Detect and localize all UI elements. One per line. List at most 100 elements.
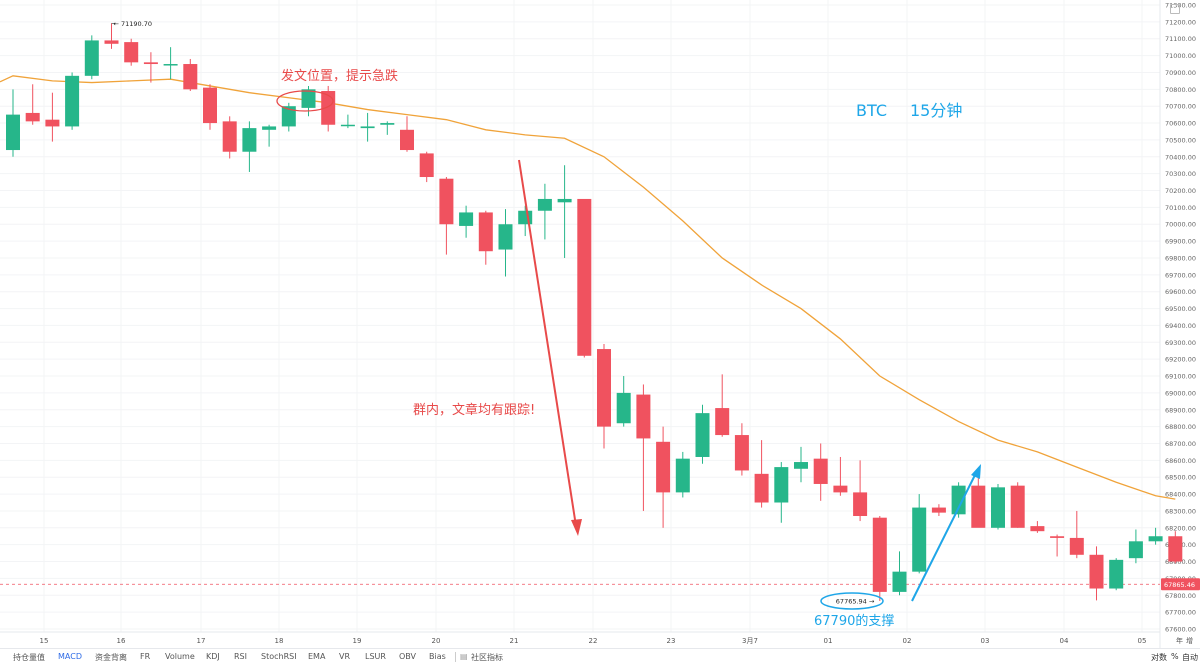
candle (1128, 529, 1143, 564)
candle-body (813, 458, 828, 484)
indicator-volume[interactable]: Volume (165, 652, 195, 661)
candle-body (518, 210, 533, 225)
candle-body (1168, 536, 1183, 562)
indicator-bias[interactable]: Bias (429, 652, 446, 661)
candle (675, 451, 690, 498)
candle (537, 183, 552, 240)
candle-body (222, 121, 237, 152)
candle (242, 121, 257, 172)
indicator-rsi[interactable]: RSI (234, 652, 247, 661)
candle-body (6, 114, 20, 151)
candle (853, 460, 868, 522)
axis-unit-label: 增 (1186, 636, 1193, 645)
candle (813, 443, 828, 501)
percent-toggle[interactable]: % (1171, 652, 1179, 661)
indicator-community[interactable]: 社区指标 (471, 653, 503, 662)
candle-body (971, 485, 986, 528)
x-tick-label: 20 (432, 637, 441, 645)
candle-body (262, 126, 277, 130)
y-tick-label: 68600.00 (1165, 457, 1196, 465)
candle (84, 35, 99, 80)
y-tick-label: 70100.00 (1165, 204, 1196, 212)
candle (163, 47, 178, 80)
candle-body (340, 124, 355, 127)
indicator-oi[interactable]: 持仓量值 (13, 653, 45, 662)
y-tick-label: 69900.00 (1165, 238, 1196, 246)
candle-body (1089, 554, 1104, 589)
candle-body (242, 128, 257, 152)
candle (340, 114, 355, 129)
low-marker-label: 67765.94 → (836, 598, 875, 606)
candle (991, 483, 1005, 530)
candle (1089, 546, 1104, 601)
timeframe-label: 15分钟 (910, 101, 962, 120)
chart-canvas[interactable]: 71300.00 71200.00 71100.00 71000.00 70900.00… (0, 0, 1200, 648)
indicator-kdj[interactable]: KDJ (206, 652, 220, 661)
y-tick-label: 71000.00 (1165, 52, 1196, 60)
red-arrow-head (571, 519, 582, 536)
candle (419, 151, 434, 183)
y-tick-label: 69600.00 (1165, 288, 1196, 296)
candle (459, 205, 474, 238)
candle-body (892, 571, 907, 592)
candle (321, 85, 336, 132)
axis-unit-label: 年 (1176, 636, 1183, 645)
chart-settings-box[interactable] (1170, 4, 1180, 14)
candle-body (734, 435, 749, 471)
y-tick-label: 69200.00 (1165, 356, 1196, 364)
x-tick-label: 3月7 (742, 637, 758, 645)
indicator-vr[interactable]: VR (339, 652, 351, 661)
indicator-ema[interactable]: EMA (308, 652, 326, 661)
candle (971, 470, 986, 528)
y-tick-label: 70000.00 (1165, 221, 1196, 229)
y-tick-label: 68900.00 (1165, 406, 1196, 414)
y-tick-label: 69100.00 (1165, 373, 1196, 381)
indicator-stochrsi[interactable]: StochRSI (261, 652, 297, 661)
candle-body (931, 507, 946, 513)
symbol-label: BTC (856, 101, 887, 120)
candle (1069, 510, 1084, 559)
candle-body (360, 126, 375, 129)
candle-body (380, 123, 395, 125)
candle-body (143, 62, 158, 65)
log-scale-toggle[interactable]: 对数 (1151, 653, 1167, 662)
indicator-lsur[interactable]: LSUR (365, 652, 386, 661)
y-tick-label: 69300.00 (1165, 339, 1196, 347)
x-tick-label: 04 (1060, 637, 1069, 645)
candle-body (1030, 526, 1045, 532)
candle-body (656, 441, 671, 493)
indicator-toolbar: 持仓量值 MACD 资金背离 FR Volume KDJ RSI StochRS… (0, 648, 1200, 665)
candle-body (124, 42, 139, 63)
community-icon[interactable]: ▤ (460, 652, 468, 661)
candle-body (84, 40, 99, 76)
candle (1168, 531, 1183, 564)
y-tick-label: 69000.00 (1165, 389, 1196, 397)
candle (498, 209, 513, 277)
candle (794, 446, 808, 483)
x-axis: 15 16 17 18 19 20 21 22 23 3月7 01 02 03 04 05 年增 (40, 636, 1193, 645)
indicator-fr[interactable]: FR (140, 652, 151, 661)
candle (872, 516, 887, 602)
candle-body (459, 212, 474, 226)
y-tick-label: 70500.00 (1165, 136, 1196, 144)
candle (656, 426, 671, 528)
y-tick-label: 70600.00 (1165, 120, 1196, 128)
candle-body (104, 40, 119, 44)
candle (734, 423, 749, 476)
candle (597, 343, 611, 449)
candle-body (577, 198, 592, 356)
auto-scale-toggle[interactable]: 自动 (1182, 653, 1198, 662)
y-tick-label: 69800.00 (1165, 254, 1196, 262)
y-tick-label: 71300.00 (1165, 2, 1196, 10)
high-marker-label: ← 71190.70 (114, 20, 153, 28)
candle (143, 52, 158, 83)
indicator-fund-divergence[interactable]: 资金背离 (95, 653, 127, 662)
indicator-macd[interactable]: MACD (58, 652, 82, 661)
x-tick-label: 19 (353, 637, 362, 645)
indicator-obv[interactable]: OBV (399, 652, 417, 661)
candle (715, 374, 730, 437)
candle (1050, 534, 1065, 557)
x-tick-label: 03 (981, 637, 990, 645)
annotation-support: 67790的支撑 (814, 613, 894, 629)
